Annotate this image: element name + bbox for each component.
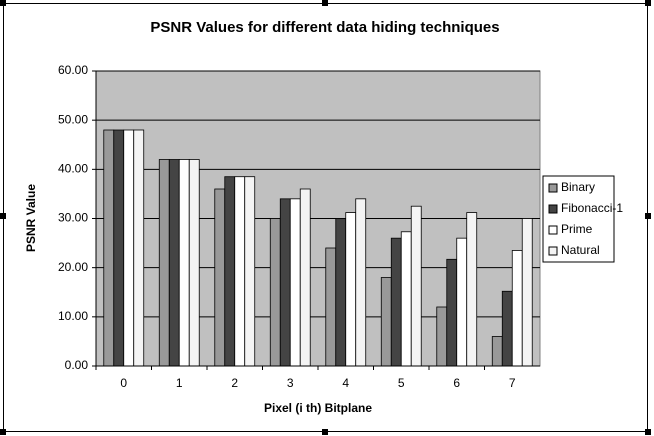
bar xyxy=(178,159,190,367)
bar xyxy=(390,237,402,367)
chart-title: PSNR Values for different data hiding te… xyxy=(150,19,499,36)
y-tick-label: 10.00 xyxy=(58,309,88,323)
y-tick-label: 0.00 xyxy=(65,358,89,372)
y-tick-label: 30.00 xyxy=(58,211,88,225)
bar xyxy=(335,218,347,367)
bar xyxy=(355,198,367,367)
bar xyxy=(325,247,337,367)
bar xyxy=(410,205,422,367)
bar xyxy=(188,159,200,367)
x-tick-label: 5 xyxy=(398,376,405,390)
y-tick-label: 20.00 xyxy=(58,260,88,274)
bar xyxy=(466,212,478,367)
bar xyxy=(269,218,281,367)
legend-label: Natural xyxy=(561,243,600,257)
bar xyxy=(501,290,513,367)
bar xyxy=(521,218,533,367)
bar xyxy=(133,129,145,367)
bar xyxy=(113,129,125,367)
x-tick-label: 2 xyxy=(231,376,238,390)
bar xyxy=(168,159,180,367)
x-tick-label: 6 xyxy=(453,376,460,390)
x-tick-label: 3 xyxy=(287,376,294,390)
bar xyxy=(299,188,311,367)
bar xyxy=(511,250,523,367)
bar xyxy=(214,188,226,367)
bar xyxy=(234,176,246,367)
bar xyxy=(345,212,357,367)
x-tick-label: 0 xyxy=(120,376,127,390)
x-tick-label: 7 xyxy=(509,376,516,390)
legend-label: Binary xyxy=(561,180,595,194)
bar xyxy=(289,198,301,367)
x-axis-title: Pixel (i th) Bitplane xyxy=(264,401,372,415)
bar xyxy=(224,176,236,367)
bar xyxy=(103,129,115,367)
legend-swatch xyxy=(548,246,558,256)
bar xyxy=(158,159,170,367)
bar xyxy=(380,277,392,367)
x-tick-label: 4 xyxy=(342,376,349,390)
bar xyxy=(491,336,503,367)
legend-label: Prime xyxy=(561,222,593,236)
legend-swatch xyxy=(548,225,558,235)
legend-label: Fibonacci-1 xyxy=(561,201,623,215)
bar xyxy=(400,231,412,367)
bar xyxy=(244,176,256,367)
x-tick-label: 1 xyxy=(176,376,183,390)
bar xyxy=(279,198,291,367)
bar xyxy=(456,237,468,367)
y-tick-label: 40.00 xyxy=(58,162,88,176)
y-tick-label: 60.00 xyxy=(58,63,88,77)
bar xyxy=(123,129,135,367)
legend-swatch xyxy=(548,204,558,214)
y-tick-label: 50.00 xyxy=(58,112,88,126)
bar xyxy=(436,306,448,367)
bar xyxy=(446,258,458,367)
legend-swatch xyxy=(548,183,558,193)
y-axis-title: PSNR Value xyxy=(24,184,38,252)
